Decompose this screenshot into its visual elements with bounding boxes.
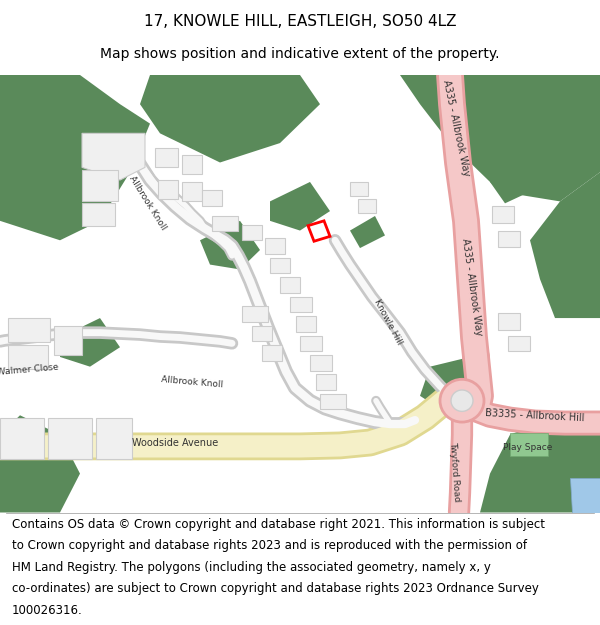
Polygon shape <box>0 418 44 459</box>
Polygon shape <box>182 182 202 201</box>
Polygon shape <box>350 182 368 196</box>
Polygon shape <box>140 75 320 162</box>
Polygon shape <box>82 203 115 226</box>
Circle shape <box>440 379 484 422</box>
Polygon shape <box>265 238 285 254</box>
Polygon shape <box>82 170 118 201</box>
Text: Contains OS data © Crown copyright and database right 2021. This information is : Contains OS data © Crown copyright and d… <box>12 518 545 531</box>
Polygon shape <box>280 278 300 292</box>
Polygon shape <box>320 394 346 409</box>
Polygon shape <box>290 297 312 312</box>
Text: B3335 - Allbrook Hill: B3335 - Allbrook Hill <box>485 408 585 423</box>
Polygon shape <box>420 357 480 415</box>
Text: HM Land Registry. The polygons (including the associated geometry, namely x, y: HM Land Registry. The polygons (includin… <box>12 561 491 574</box>
Text: A335 - Allbrook Way: A335 - Allbrook Way <box>460 238 484 336</box>
Polygon shape <box>96 418 132 459</box>
Polygon shape <box>570 479 600 512</box>
Text: co-ordinates) are subject to Crown copyright and database rights 2023 Ordnance S: co-ordinates) are subject to Crown copyr… <box>12 582 539 595</box>
Text: Knowle Hill: Knowle Hill <box>372 298 404 346</box>
Polygon shape <box>60 318 120 367</box>
Polygon shape <box>510 432 548 456</box>
Polygon shape <box>296 316 316 332</box>
Text: Map shows position and indicative extent of the property.: Map shows position and indicative extent… <box>100 47 500 61</box>
Polygon shape <box>242 225 262 240</box>
Polygon shape <box>82 133 145 180</box>
Polygon shape <box>0 415 80 512</box>
Circle shape <box>451 390 473 411</box>
Text: Play Space: Play Space <box>503 443 553 452</box>
Polygon shape <box>300 336 322 351</box>
Polygon shape <box>498 313 520 330</box>
Text: Allbrook Knoll: Allbrook Knoll <box>128 174 168 232</box>
Polygon shape <box>480 415 600 512</box>
Polygon shape <box>202 190 222 206</box>
Text: A335 - Allbrook Way: A335 - Allbrook Way <box>441 79 471 178</box>
Polygon shape <box>8 318 50 342</box>
Polygon shape <box>48 418 92 459</box>
Text: 17, KNOWLE HILL, EASTLEIGH, SO50 4LZ: 17, KNOWLE HILL, EASTLEIGH, SO50 4LZ <box>144 14 456 29</box>
Text: Allbrook Knoll: Allbrook Knoll <box>161 375 223 389</box>
Polygon shape <box>158 180 178 199</box>
Polygon shape <box>492 206 514 222</box>
Polygon shape <box>270 258 290 273</box>
Polygon shape <box>498 231 520 247</box>
Polygon shape <box>316 374 336 390</box>
Text: Woodside Avenue: Woodside Avenue <box>132 438 218 448</box>
Polygon shape <box>262 345 282 361</box>
Polygon shape <box>508 336 530 351</box>
Polygon shape <box>54 326 82 355</box>
Text: Walmer Close: Walmer Close <box>0 362 59 377</box>
Polygon shape <box>350 216 385 248</box>
Polygon shape <box>400 75 600 201</box>
Polygon shape <box>490 168 530 203</box>
Polygon shape <box>530 173 600 318</box>
Polygon shape <box>0 75 150 240</box>
Text: Twyford Road: Twyford Road <box>448 441 461 502</box>
Polygon shape <box>200 221 260 269</box>
Polygon shape <box>8 345 48 369</box>
Polygon shape <box>270 182 330 231</box>
Polygon shape <box>358 199 376 213</box>
Polygon shape <box>242 306 268 322</box>
Polygon shape <box>252 326 272 341</box>
Polygon shape <box>310 355 332 371</box>
Text: to Crown copyright and database rights 2023 and is reproduced with the permissio: to Crown copyright and database rights 2… <box>12 539 527 552</box>
Text: 100026316.: 100026316. <box>12 604 83 617</box>
Polygon shape <box>212 216 238 231</box>
Polygon shape <box>182 155 202 174</box>
Polygon shape <box>155 148 178 168</box>
